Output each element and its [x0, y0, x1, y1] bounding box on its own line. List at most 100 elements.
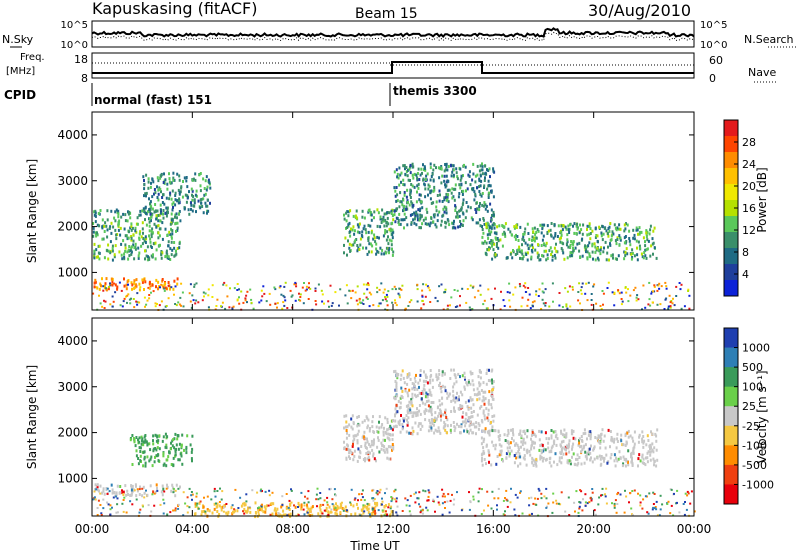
echo-cell — [540, 451, 543, 455]
echo-cell — [429, 381, 432, 385]
echo-cell — [121, 502, 124, 505]
echo-cell — [149, 237, 152, 241]
echo-cell — [498, 437, 501, 441]
echo-cell — [574, 437, 577, 441]
echo-cell — [593, 242, 596, 246]
echo-cell — [143, 183, 146, 187]
echo-cell — [203, 496, 205, 499]
echo-cell — [142, 440, 145, 444]
echo-cell — [186, 185, 189, 189]
echo-cell — [222, 510, 225, 513]
echo-cell — [676, 501, 678, 504]
echo-cell — [260, 289, 263, 292]
echo-cell — [284, 513, 287, 517]
echo-cell — [417, 424, 420, 428]
echo-cell — [613, 504, 616, 507]
echo-cell — [423, 183, 426, 187]
echo-cell — [445, 174, 448, 178]
echo-cell — [497, 239, 500, 243]
echo-cell — [538, 489, 541, 492]
echo-cell — [98, 287, 101, 291]
echo-cell — [561, 228, 564, 232]
echo-cell — [356, 415, 359, 419]
echo-cell — [553, 253, 556, 257]
echo-cell — [617, 254, 620, 258]
echo-cell — [413, 221, 416, 225]
echo-cell — [545, 437, 548, 441]
echo-cell — [598, 496, 601, 499]
echo-cell — [577, 461, 580, 465]
echo-cell — [519, 462, 522, 466]
echo-cell — [161, 493, 164, 497]
echo-cell — [487, 399, 490, 403]
echo-cell — [554, 430, 557, 433]
echo-cell — [531, 243, 534, 247]
echo-cell — [623, 250, 626, 254]
echo-cell — [295, 285, 298, 288]
echo-cell — [152, 253, 154, 257]
echo-cell — [378, 415, 381, 419]
echo-cell — [174, 213, 177, 217]
echo-cell — [377, 305, 380, 308]
echo-cell — [593, 457, 596, 461]
colorbar-swatch — [724, 200, 738, 217]
echo-cell — [465, 421, 468, 425]
echo-cell — [339, 511, 342, 514]
echo-cell — [527, 298, 530, 301]
echo-cell — [578, 507, 581, 510]
echo-cell — [390, 209, 393, 213]
echo-cell — [97, 244, 100, 248]
echo-cell — [199, 172, 202, 175]
echo-cell — [383, 514, 386, 517]
echo-cell — [477, 375, 480, 379]
echo-cell — [164, 445, 167, 449]
echo-cell — [435, 205, 438, 209]
echo-cell — [644, 244, 647, 248]
echo-cell — [399, 377, 402, 381]
echo-cell — [311, 505, 314, 509]
echo-cell — [632, 451, 635, 455]
echo-cell — [611, 439, 614, 443]
echo-cell — [469, 428, 472, 432]
echo-cell — [630, 507, 633, 510]
echo-cell — [429, 221, 432, 225]
echo-cell — [630, 453, 632, 456]
echo-cell — [362, 504, 365, 507]
echo-cell — [100, 514, 103, 516]
echo-cell — [490, 297, 493, 300]
echo-cell — [124, 249, 127, 253]
echo-cell — [583, 428, 586, 432]
echo-cell — [148, 197, 150, 201]
echo-cell — [344, 294, 347, 297]
echo-cell — [367, 210, 370, 214]
echo-cell — [582, 446, 585, 450]
echo-cell — [172, 171, 175, 175]
echo-cell — [440, 411, 443, 415]
echo-cell — [596, 256, 599, 260]
echo-cell — [483, 414, 486, 418]
echo-cell — [467, 205, 470, 209]
echo-cell — [474, 208, 477, 211]
echo-cell — [361, 209, 364, 213]
echo-cell — [469, 370, 472, 374]
echo-cell — [144, 241, 147, 244]
echo-cell — [644, 248, 647, 252]
echo-cell — [260, 488, 263, 491]
echo-cell — [424, 490, 427, 493]
echo-cell — [587, 281, 590, 284]
echo-cell — [119, 304, 122, 307]
echo-cell — [451, 187, 454, 191]
echo-cell — [499, 434, 502, 438]
echo-cell — [159, 286, 161, 289]
echo-cell — [144, 280, 147, 284]
echo-cell — [478, 487, 481, 490]
echo-cell — [444, 196, 447, 200]
echo-cell — [430, 407, 433, 411]
echo-cell — [170, 240, 173, 244]
echo-cell — [178, 246, 181, 250]
echo-cell — [659, 303, 662, 306]
echo-cell — [646, 460, 649, 464]
echo-cell — [500, 444, 503, 448]
echo-cell — [366, 457, 369, 461]
echo-cell — [281, 495, 284, 498]
